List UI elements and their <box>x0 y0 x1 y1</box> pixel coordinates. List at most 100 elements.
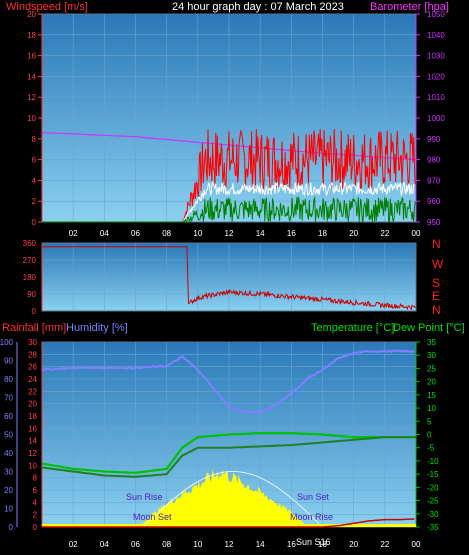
humidity-line <box>42 349 415 415</box>
baro-ytick-label: 1050 <box>427 10 445 19</box>
rain-ytick-label: 8 <box>33 474 38 483</box>
compass-n-bottom: N <box>432 303 441 317</box>
data-series <box>41 128 417 528</box>
compass-s: S <box>432 276 440 290</box>
wind-ytick-label: 10 <box>27 114 36 123</box>
humidity-ytick-label: 0 <box>9 523 14 532</box>
dewpoint-line <box>41 436 416 478</box>
wind-xtick-label: 22 <box>380 229 389 238</box>
temp-ytick-label: 5 <box>427 417 432 426</box>
temp-ytick-label: -35 <box>427 523 439 532</box>
temp-xtick-label: 20 <box>349 540 358 549</box>
temp-xtick-label: 00 <box>412 540 421 549</box>
wind-xtick-label: 04 <box>100 229 109 238</box>
wind-ytick-label: 16 <box>27 52 36 61</box>
average-white-line <box>42 181 416 223</box>
wind-xtick-label: 06 <box>131 229 140 238</box>
wind-xtick-label: 20 <box>349 229 358 238</box>
wind-xtick-label: 08 <box>162 229 171 238</box>
temp-xtick-label: 22 <box>380 540 389 549</box>
rain-ytick-label: 30 <box>28 338 37 347</box>
wind-xtick-label: 16 <box>287 229 296 238</box>
temperature-legend: Temperature [°C] <box>311 322 394 334</box>
temp-ytick-label: -15 <box>427 470 439 479</box>
baro-ytick-label: 960 <box>427 197 441 206</box>
solar-baseline <box>42 524 416 527</box>
temp-xtick-label: 18 <box>318 540 327 549</box>
compass-w: W <box>432 257 444 271</box>
direction-ytick-label: 270 <box>23 256 37 265</box>
humidity-ytick-label: 90 <box>4 357 13 366</box>
wind-xtick-label: 18 <box>318 229 327 238</box>
rain-ytick-label: 0 <box>33 523 38 532</box>
wind-ytick-label: 14 <box>27 72 36 81</box>
temp-ytick-label: 25 <box>427 364 436 373</box>
wind-ytick-label: 8 <box>32 135 37 144</box>
wind-ytick-label: 4 <box>32 176 37 185</box>
temp-xtick-label: 10 <box>193 540 202 549</box>
direction-ytick-label: 90 <box>27 290 36 299</box>
temp-xtick-label: 08 <box>162 540 171 549</box>
chart-title: 24 hour graph day : 07 March 2023 <box>172 1 344 13</box>
moon-rise-label: Moon Rise <box>290 512 333 522</box>
temp-ytick-label: 20 <box>427 378 436 387</box>
dewpoint-legend: Dew Point [°C] <box>393 322 465 334</box>
baro-ytick-label: 1000 <box>427 114 445 123</box>
barometer-axis-title: Barometer [hpa] <box>370 1 449 13</box>
rain-ytick-label: 2 <box>33 511 38 520</box>
gust-line <box>42 128 416 223</box>
rain-ytick-label: 22 <box>28 387 37 396</box>
sun-rise-label: Sun Rise <box>126 492 163 502</box>
baro-ytick-label: 1010 <box>427 93 445 102</box>
direction-ytick-label: 180 <box>23 273 37 282</box>
rain-ytick-label: 4 <box>33 498 38 507</box>
wind-xtick-label: 14 <box>256 229 265 238</box>
humidity-ytick-label: 100 <box>0 338 14 347</box>
solar-area <box>140 468 307 527</box>
temp-xtick-label: 06 <box>131 540 140 549</box>
moon-set-label: Moon Set <box>133 512 172 522</box>
rain-ytick-label: 12 <box>28 449 37 458</box>
rain-ytick-label: 6 <box>33 486 38 495</box>
humidity-ytick-label: 10 <box>4 505 13 514</box>
rainfall-legend: Rainfall [mm] <box>2 322 66 334</box>
humidity-ytick-label: 40 <box>4 449 13 458</box>
rain-ytick-label: 24 <box>28 375 37 384</box>
rain-ytick-label: 16 <box>28 424 37 433</box>
humidity-ytick-label: 30 <box>4 468 13 477</box>
temp-xtick-label: 16 <box>287 540 296 549</box>
baro-ytick-label: 950 <box>427 218 441 227</box>
wind-xtick-label: 00 <box>412 229 421 238</box>
wind-xtick-label: 10 <box>193 229 202 238</box>
temp-xtick-label: 04 <box>100 540 109 549</box>
baro-ytick-label: 970 <box>427 176 441 185</box>
average-green-line <box>42 195 416 224</box>
temp-ytick-label: -5 <box>427 444 435 453</box>
compass-n-top: N <box>432 237 441 251</box>
temp-xtick-label: 14 <box>256 540 265 549</box>
wind-xtick-label: 12 <box>225 229 234 238</box>
wind-ytick-label: 12 <box>27 93 36 102</box>
rain-ytick-label: 14 <box>28 437 37 446</box>
temp-xtick-label: 12 <box>225 540 234 549</box>
sun-set-time: Sun S16 <box>296 537 331 547</box>
wind-ytick-label: 0 <box>32 218 37 227</box>
wind-ytick-label: 2 <box>32 197 37 206</box>
temp-ytick-label: 30 <box>427 351 436 360</box>
temp-ytick-label: 0 <box>427 431 432 440</box>
rain-ytick-label: 26 <box>28 363 37 372</box>
sun-set-label: Sun Set <box>297 492 330 502</box>
wind-ytick-label: 6 <box>32 156 37 165</box>
baro-ytick-label: 1040 <box>427 31 445 40</box>
wind-ytick-label: 20 <box>27 10 36 19</box>
temp-ytick-label: -10 <box>427 457 439 466</box>
temp-ytick-label: -20 <box>427 483 439 492</box>
windspeed-axis-title: Windspeed [m/s] <box>6 1 88 13</box>
temp-xtick-label: 02 <box>69 540 78 549</box>
humidity-ytick-label: 60 <box>4 412 13 421</box>
temp-ytick-label: -30 <box>427 510 439 519</box>
sun-arc <box>143 471 323 528</box>
baro-ytick-label: 990 <box>427 135 441 144</box>
baro-ytick-label: 1020 <box>427 72 445 81</box>
